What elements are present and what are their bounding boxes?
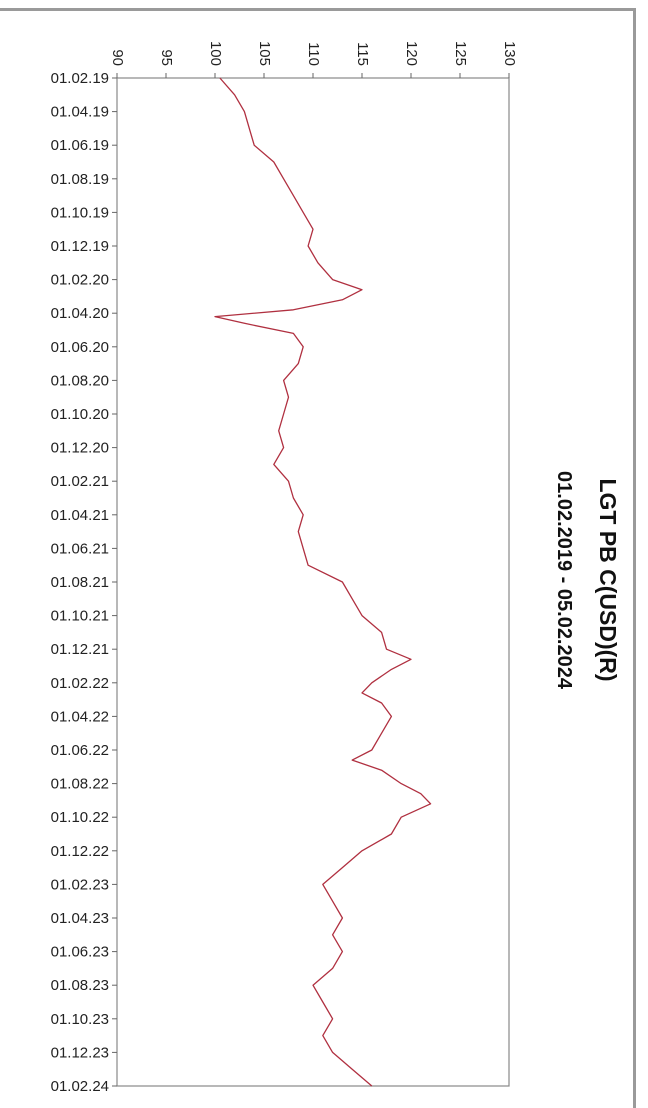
value-tick-label: 105 [256,41,273,66]
chart-title: LGT PB C(USD)(R) [595,478,621,681]
series-line [214,77,432,1087]
date-axis-ticks: 01.02.19 01.04.19 01.06.19 01.08.19 01.10.19… [51,70,117,1095]
date-tick-label: 01.10.19 [51,204,109,221]
date-tick-label: 01.04.22 [51,708,109,725]
date-tick-label: 01.08.23 [51,977,109,994]
date-tick-label: 01.10.20 [51,406,109,423]
value-tick-label: 110 [305,42,322,66]
date-tick-label: 01.12.19 [51,238,109,255]
date-tick-label: 01.02.21 [51,473,109,490]
date-tick-label: 01.02.22 [51,675,109,692]
chart-subtitle: 01.02.2019 - 05.02.2024 [553,471,575,690]
value-tick-label: 120 [403,41,420,66]
date-tick-label: 01.06.19 [51,137,109,154]
date-tick-label: 01.02.23 [51,876,109,893]
date-tick-label: 01.12.22 [51,843,109,860]
date-tick-label: 01.08.22 [51,776,109,793]
value-tick-label: 125 [452,41,469,66]
date-tick-label: 01.04.19 [51,104,109,121]
date-tick-label: 01.12.20 [51,440,109,457]
title-group: LGT PB C(USD)(R) [595,478,621,681]
value-axis-ticks: 90 95 100 105 110 115 120 125 130 [109,41,518,78]
subtitle-group: 01.02.2019 - 05.02.2024 [553,471,575,690]
date-tick-label: 01.08.19 [51,171,109,188]
date-tick-label: 01.06.23 [51,944,109,961]
date-tick-label: 01.06.21 [51,540,109,557]
date-tick-label: 01.10.22 [51,809,109,826]
date-tick-label: 01.08.20 [51,372,109,389]
chart-frame [0,8,636,1108]
plot-area [116,77,510,1087]
date-tick-label: 01.04.20 [51,305,109,322]
value-tick-label: 95 [158,49,175,66]
date-tick-label: 01.12.21 [51,641,109,658]
date-tick-label: 01.12.23 [51,1044,109,1061]
value-tick-label: 130 [501,41,518,66]
value-tick-label: 90 [109,49,126,66]
date-tick-label: 01.06.22 [51,742,109,759]
date-tick-label: 01.10.23 [51,1011,109,1028]
date-tick-label: 01.10.21 [51,608,109,625]
value-tick-label: 100 [207,41,224,66]
date-tick-label: 01.02.20 [51,272,109,289]
date-tick-label: 01.02.19 [51,70,109,87]
date-tick-label: 01.08.21 [51,574,109,591]
date-tick-label: 01.04.23 [51,910,109,927]
value-tick-label: 115 [354,42,371,66]
date-tick-label: 01.02.24 [51,1078,109,1095]
date-tick-label: 01.04.21 [51,507,109,524]
date-tick-label: 01.06.20 [51,339,109,356]
